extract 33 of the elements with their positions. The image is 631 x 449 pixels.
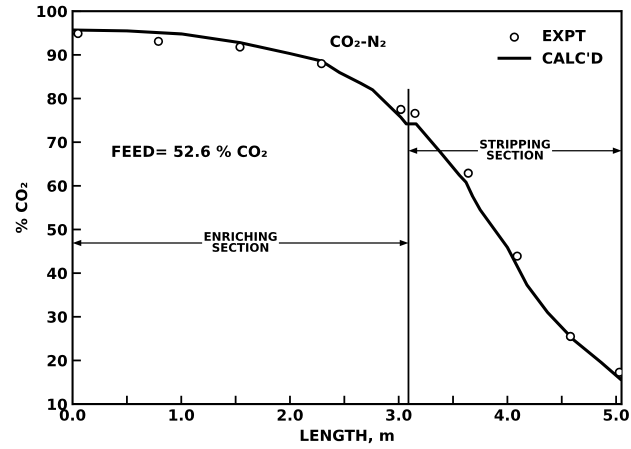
- y-tick-label: 30: [47, 311, 67, 323]
- legend-label: CALC'D: [542, 52, 602, 64]
- x-tick-label: 5.0: [604, 409, 629, 421]
- y-tick-label: 100: [38, 6, 67, 18]
- annotation: FEED= 52.6 % CO₂: [112, 146, 267, 158]
- y-tick-label: 40: [47, 268, 67, 280]
- x-tick-label: 4.0: [494, 409, 520, 421]
- y-tick-label: 80: [47, 92, 67, 105]
- point: [154, 36, 164, 46]
- x-tick-label: 3.0: [386, 409, 412, 421]
- point: [410, 108, 420, 118]
- point: [235, 42, 245, 52]
- y-tick-label: 90: [47, 49, 67, 61]
- legend-label: EXPT: [543, 30, 586, 42]
- point: [512, 251, 522, 261]
- x-tick-label: 0.0: [60, 409, 86, 421]
- y-tick-label: 20: [48, 354, 67, 366]
- x-tick-label: 1.0: [169, 409, 194, 421]
- annotation: CO₂-N₂: [330, 36, 386, 48]
- y-tick-label: 50: [48, 224, 67, 236]
- point: [464, 168, 473, 178]
- annotation: ENRICHING SECTION: [204, 232, 277, 252]
- point: [316, 58, 326, 68]
- point: [566, 332, 576, 342]
- y-tick-label: 10: [48, 398, 67, 410]
- x-tick-label: 2.0: [278, 409, 303, 421]
- point: [396, 104, 406, 114]
- x-axis-title: LENGTH, m: [300, 430, 394, 444]
- y-tick-label: 70: [47, 136, 67, 148]
- point: [73, 28, 83, 38]
- y-tick-label: 60: [47, 180, 67, 192]
- annotation: STRIPPING SECTION: [480, 140, 550, 160]
- y-axis-title: % CO₂: [16, 182, 28, 233]
